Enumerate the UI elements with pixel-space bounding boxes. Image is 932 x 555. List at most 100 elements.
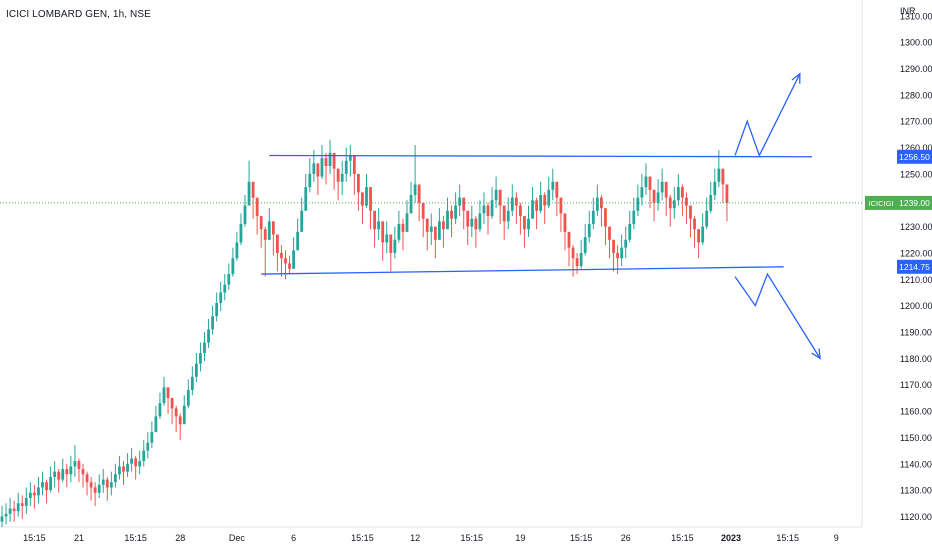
candle — [636, 184, 640, 217]
candle-body — [616, 252, 619, 259]
candle — [28, 482, 32, 506]
x-tick-label: 2023 — [721, 533, 741, 543]
x-tick-label: 9 — [834, 533, 839, 543]
candle-body — [429, 226, 433, 232]
y-tick-label: 1150.00 — [900, 433, 932, 443]
candle-body — [482, 205, 486, 214]
candle — [118, 455, 121, 480]
candle — [199, 342, 202, 372]
y-tick-label: 1250.00 — [900, 169, 932, 179]
candle-body — [316, 163, 320, 177]
candle-body — [239, 223, 243, 243]
y-tick-label: 1140.00 — [900, 459, 932, 469]
candle — [506, 197, 510, 230]
y-axis: 1120.00 1130.00 1140.00 1150.00 1160.00 1170.… — [900, 11, 932, 522]
candle-body — [433, 226, 437, 240]
candle-body — [575, 258, 579, 267]
candle — [332, 152, 336, 190]
candle-body — [672, 200, 676, 209]
candle-body — [308, 173, 312, 188]
candle-body — [600, 197, 603, 209]
candle — [660, 168, 664, 201]
trend-price-label: 1256.50 — [899, 152, 930, 162]
candle — [357, 173, 360, 211]
candle — [77, 458, 81, 483]
candle-body — [644, 176, 648, 188]
candle-body — [0, 516, 4, 522]
candle-body — [203, 342, 206, 354]
candle — [628, 210, 632, 243]
candle-body — [632, 210, 636, 224]
candle-body — [462, 197, 466, 211]
candle-body — [373, 210, 376, 230]
trend-lines[interactable] — [0, 72, 862, 360]
candle — [97, 474, 101, 499]
candle — [45, 479, 48, 504]
candle-body — [604, 208, 607, 227]
x-tick-label: 15:15 — [124, 533, 147, 543]
candle-body — [73, 461, 77, 467]
candle — [16, 492, 20, 517]
candle — [4, 503, 8, 525]
y-tick-label: 1280.00 — [900, 90, 932, 100]
candle-body — [288, 263, 291, 269]
candle — [122, 461, 125, 485]
arrow-down[interactable] — [734, 272, 821, 359]
candle-body — [527, 218, 530, 230]
candle-body — [397, 223, 401, 240]
candle-body — [215, 303, 219, 317]
candle — [595, 184, 599, 217]
y-tick-label: 1130.00 — [900, 486, 932, 496]
candle — [668, 194, 672, 227]
last-price-badge: ICICIGI 1239.00 — [865, 195, 932, 210]
arrow-up-head — [791, 72, 801, 84]
candle-body — [648, 176, 652, 190]
candle — [158, 392, 162, 419]
candle-body — [138, 461, 142, 467]
candle-body — [421, 202, 425, 219]
candle-body — [97, 484, 101, 493]
candle-body — [510, 197, 514, 211]
candle-body — [425, 218, 429, 232]
candle — [401, 218, 405, 251]
candle-body — [101, 479, 105, 485]
arrow-up[interactable] — [734, 73, 801, 158]
candle-body — [409, 194, 413, 214]
candle-body — [725, 184, 729, 203]
candle-body — [454, 205, 457, 219]
candle — [462, 197, 466, 230]
candle — [288, 255, 291, 275]
resistance-line[interactable] — [269, 154, 813, 158]
candle-body — [170, 397, 174, 409]
candle-body — [664, 181, 668, 198]
x-tick-label: 21 — [74, 533, 84, 543]
candle — [73, 445, 77, 477]
candle-body — [377, 221, 381, 230]
candle — [442, 216, 445, 248]
candle-body — [158, 403, 162, 417]
candle — [292, 237, 295, 269]
candle-body — [502, 205, 506, 222]
trend-price-badge: 1256.50 — [897, 149, 932, 164]
candle-body — [235, 242, 239, 259]
candle — [600, 194, 603, 227]
candle — [276, 234, 279, 272]
candle — [178, 413, 182, 441]
candle — [421, 202, 425, 238]
candle-body — [243, 205, 247, 224]
support-line[interactable] — [261, 266, 784, 275]
candle-body — [182, 405, 186, 425]
candle — [620, 234, 624, 267]
trend-price-badge: 1214.75 — [897, 259, 932, 274]
candle — [65, 463, 69, 488]
candle-body — [199, 353, 202, 364]
candle — [142, 440, 146, 467]
candle-body — [595, 197, 599, 211]
candle — [186, 379, 190, 409]
x-axis: 15:15 21 15:15 28 Dec 6 15:15 12 15:15 19 15:15 26 1… — [23, 533, 839, 543]
candle — [612, 239, 615, 272]
candle — [215, 292, 219, 322]
y-tick-label: 1210.00 — [900, 275, 932, 285]
